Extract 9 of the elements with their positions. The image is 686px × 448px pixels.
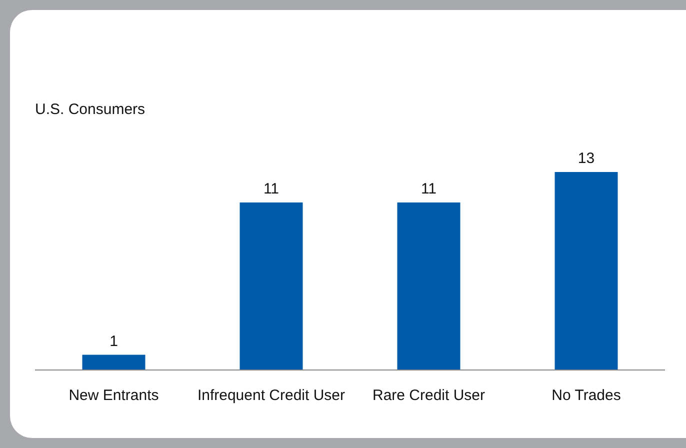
data-label: 1 <box>110 332 118 350</box>
data-label: 13 <box>578 150 595 167</box>
x-tick-label: No Trades <box>552 387 621 404</box>
x-tick-label: Infrequent Credit User <box>197 387 346 404</box>
chart-title: U.S. Consumers <box>35 101 146 118</box>
x-tick-label: Rare Credit User <box>372 387 486 404</box>
x-tick-label: New Entrants <box>68 387 159 404</box>
data-label: 11 <box>420 180 437 198</box>
data-label: 11 <box>263 180 280 198</box>
